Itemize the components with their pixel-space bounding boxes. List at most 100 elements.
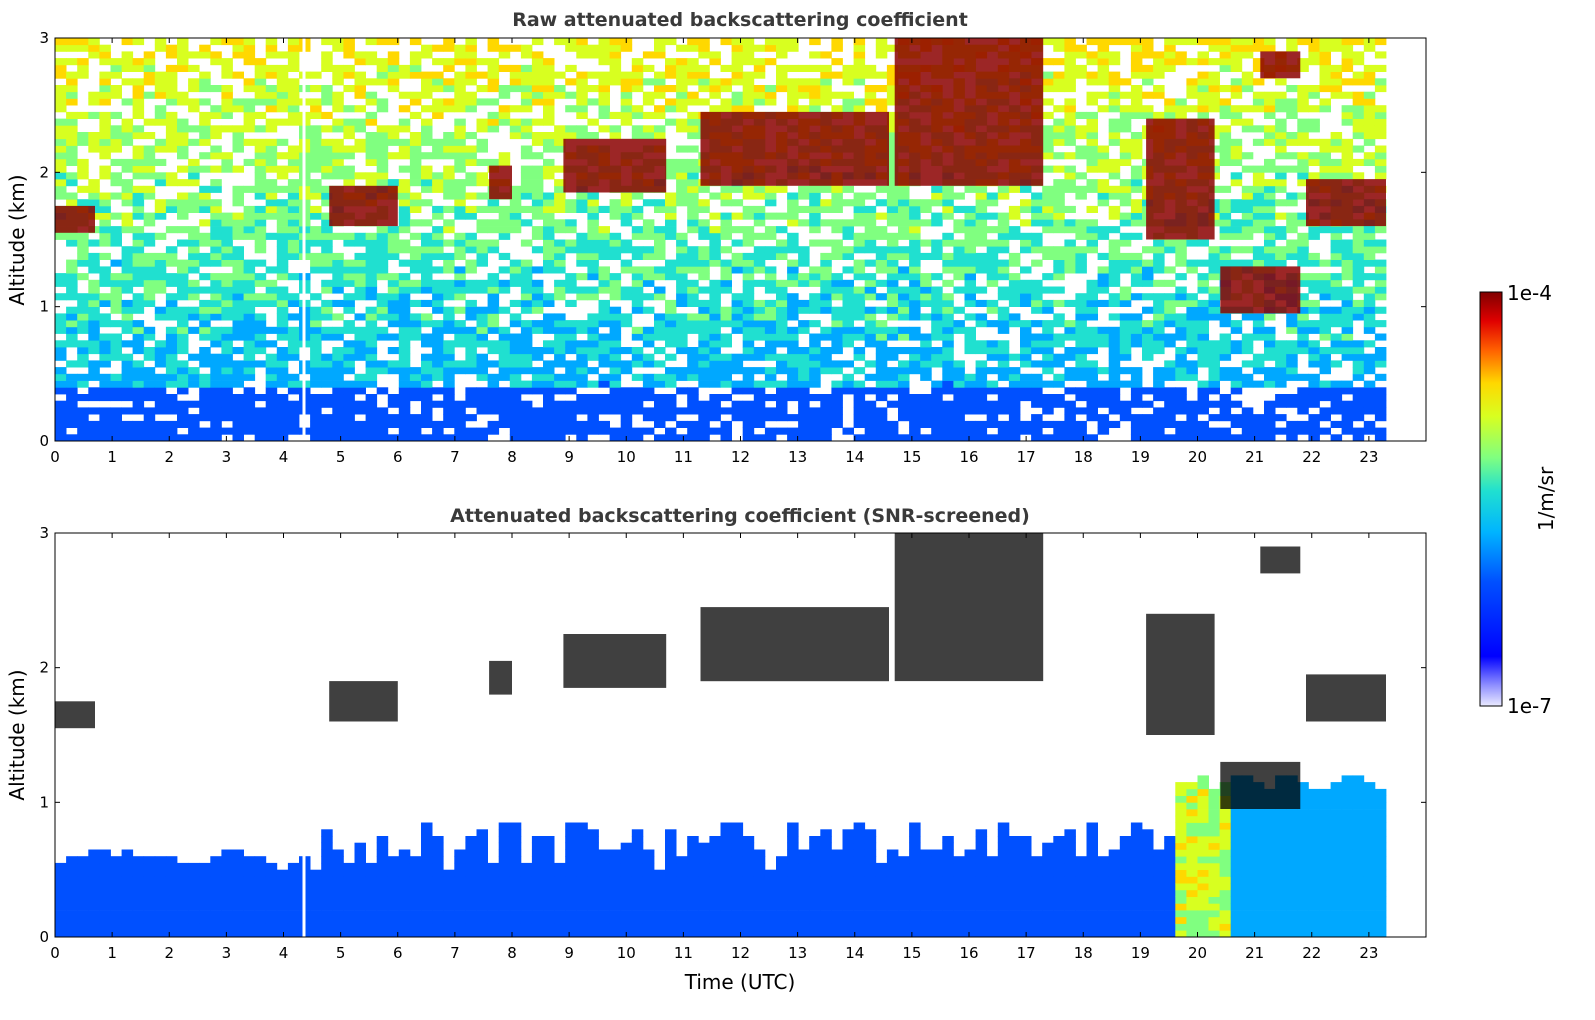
heatmap-cell — [709, 58, 721, 66]
heatmap-cell — [742, 414, 755, 422]
heatmap-cell — [787, 246, 799, 254]
heatmap-cell — [210, 132, 222, 140]
heatmap-cell — [742, 299, 755, 307]
heatmap-cell — [199, 165, 211, 173]
heatmap-cell — [1252, 192, 1265, 200]
heatmap-cell — [1308, 286, 1320, 294]
heatmap-cell — [898, 199, 910, 207]
heatmap-cell — [853, 353, 866, 361]
heatmap-cell — [1097, 91, 1110, 99]
heatmap-cell — [1064, 367, 1076, 375]
heatmap-cell — [909, 353, 921, 361]
heatmap-cell — [1119, 353, 1132, 361]
heatmap-cell — [243, 333, 256, 341]
heatmap-cell — [742, 51, 755, 59]
heatmap-cell — [898, 400, 910, 408]
heatmap-cell — [310, 71, 322, 79]
heatmap-cell — [454, 165, 466, 173]
heatmap-cell — [676, 340, 688, 348]
heatmap-cell — [143, 266, 156, 274]
heatmap-cell — [1108, 205, 1121, 213]
heatmap-cell — [1042, 132, 1054, 140]
heatmap-cell — [132, 212, 145, 220]
heatmap-cell — [132, 192, 145, 200]
heatmap-cell — [953, 320, 965, 328]
heatmap-cell — [909, 266, 921, 274]
heatmap-cell — [1330, 246, 1343, 254]
heatmap-cell — [609, 400, 622, 408]
heatmap-cell — [1352, 414, 1365, 422]
heatmap-cell — [376, 293, 389, 301]
heatmap-cell — [221, 111, 233, 119]
heatmap-cell — [1042, 138, 1054, 146]
heatmap-cell — [243, 420, 256, 428]
heatmap-cell — [1064, 132, 1076, 140]
heatmap-cell — [254, 85, 267, 93]
heatmap-cell — [576, 246, 588, 254]
heatmap-cell — [332, 165, 344, 173]
heatmap-cell — [354, 326, 366, 334]
heatmap-cell — [687, 320, 699, 328]
heatmap-cell — [1252, 252, 1265, 260]
heatmap-cell — [1319, 394, 1331, 402]
heatmap-cell — [177, 367, 189, 375]
heatmap-cell — [254, 232, 267, 240]
heatmap-cell — [232, 165, 244, 173]
heatmap-cell — [376, 158, 389, 166]
heatmap-cell — [886, 266, 899, 274]
heatmap-cell — [454, 58, 466, 66]
heatmap-cell — [698, 185, 710, 193]
heatmap-cell — [931, 252, 943, 260]
heatmap-cell — [443, 434, 455, 442]
heatmap-cell — [964, 326, 976, 334]
heatmap-cell — [1175, 259, 1187, 267]
heatmap-cell — [620, 105, 633, 113]
heatmap-cell — [110, 434, 122, 442]
heatmap-cell — [321, 158, 333, 166]
heatmap-cell — [787, 387, 799, 395]
heatmap-cell — [66, 179, 78, 187]
heatmap-cell — [1319, 427, 1331, 435]
heatmap-cell — [465, 158, 477, 166]
heatmap-cell — [531, 199, 544, 207]
heatmap-cell — [332, 420, 344, 428]
heatmap-cell — [188, 266, 200, 274]
heatmap-cell — [1164, 98, 1176, 106]
heatmap-cell — [609, 199, 622, 207]
heatmap-cell — [1308, 91, 1320, 99]
heatmap-cell — [1108, 299, 1121, 307]
heatmap-cell — [1341, 172, 1354, 180]
heatmap-cell — [243, 111, 256, 119]
heatmap-cell — [1197, 394, 1209, 402]
heatmap-cell — [421, 172, 433, 180]
heatmap-cell — [354, 293, 366, 301]
heatmap-cell — [875, 44, 888, 52]
heatmap-cell — [454, 125, 466, 133]
heatmap-cell — [1275, 98, 1287, 106]
heatmap-cell — [121, 199, 134, 207]
heatmap-cell — [387, 239, 400, 247]
heatmap-cell — [1075, 219, 1087, 227]
heatmap-cell — [820, 279, 832, 287]
heatmap-cell — [687, 44, 699, 52]
heatmap-cell — [498, 205, 511, 213]
heatmap-cell — [554, 226, 566, 234]
heatmap-cell — [1341, 427, 1354, 435]
heatmap-cell — [287, 427, 300, 435]
heatmap-cell — [1042, 145, 1054, 153]
heatmap-cell — [587, 313, 599, 321]
heatmap-cell — [942, 353, 954, 361]
heatmap-cell — [764, 85, 777, 93]
heatmap-cell — [421, 353, 433, 361]
heatmap-cell — [1286, 420, 1298, 428]
heatmap-cell — [476, 252, 488, 260]
heatmap-cell — [809, 51, 821, 59]
heatmap-cell — [953, 427, 965, 435]
heatmap-cell — [487, 279, 500, 287]
heatmap-cell — [1031, 205, 1043, 213]
heatmap-cell — [609, 252, 622, 260]
heatmap-cell — [753, 414, 766, 422]
heatmap-cell — [465, 51, 477, 59]
heatmap-cell — [465, 239, 477, 247]
heatmap-cell — [199, 360, 211, 368]
